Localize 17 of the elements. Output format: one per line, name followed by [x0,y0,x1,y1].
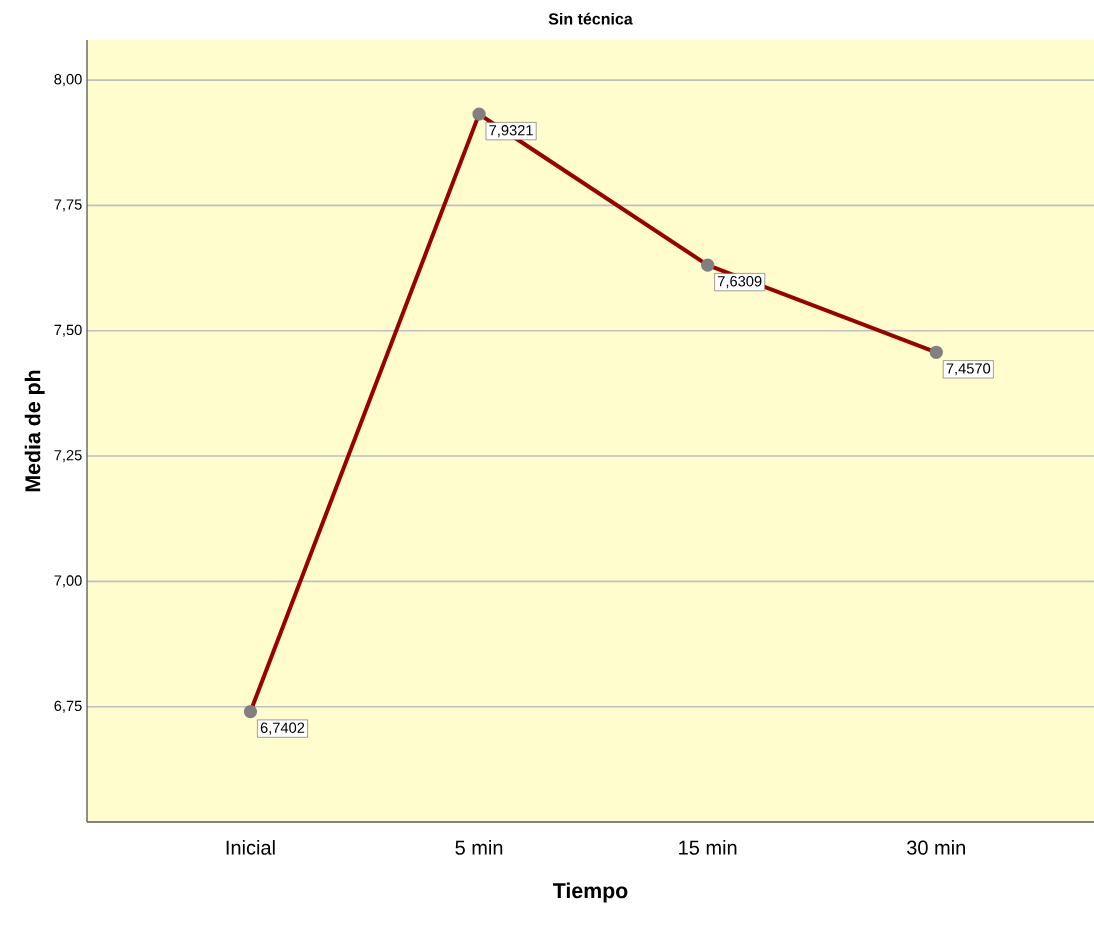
data-label: 7,9321 [489,125,533,138]
y-axis-title: Media de ph [24,370,45,492]
x-axis-title: Tiempo [553,882,628,903]
data-label: 7,4570 [946,363,991,376]
chart-title: Sin técnica [548,12,633,25]
y-tick-label: 6,75 [54,700,82,713]
y-tick-label: 8,00 [54,74,82,87]
y-tick-label: 7,25 [54,450,82,463]
y-tick-label: 7,75 [54,199,82,212]
x-tick-label: 30 min [907,840,965,855]
data-label: 7,6309 [718,276,762,289]
x-tick-label: 5 min [455,840,503,855]
x-tick-label: 15 min [679,840,737,855]
y-tick-label: 7,00 [54,575,82,588]
y-tick-label: 7,50 [54,324,82,337]
data-label: 6,7402 [260,722,305,735]
x-tick-label: Inicial [226,840,275,855]
